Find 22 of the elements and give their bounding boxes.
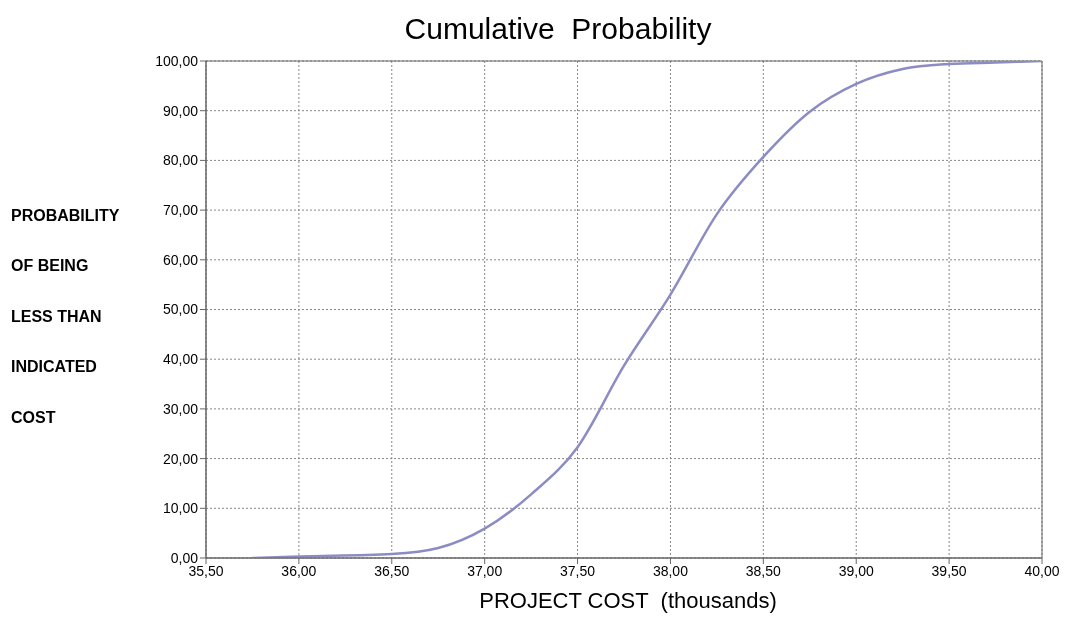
y-tick-label: 100,00	[155, 52, 199, 69]
x-tick-label: 36,00	[281, 562, 317, 579]
x-tick-label: 37,50	[560, 562, 596, 579]
y-tick-label: 80,00	[162, 152, 199, 169]
y-tick-label: 30,00	[162, 400, 199, 417]
chart-title: Cumulative Probability	[403, 12, 713, 46]
x-tick-label: 38,50	[745, 562, 782, 579]
x-tick-label: 36,50	[374, 562, 410, 579]
x-tick-label: 37,00	[467, 562, 503, 579]
y-tick-label: 10,00	[162, 500, 199, 517]
y-tick-label: 20,00	[162, 450, 199, 467]
y-tick-label: 60,00	[162, 251, 199, 268]
text: PROBABILITY OF BEING LESS THAN INDICATED COST	[11, 207, 120, 426]
y-tick-label: 50,00	[162, 301, 199, 318]
x-tick-label: 38,00	[652, 562, 689, 579]
x-tick-label: 39,00	[838, 562, 874, 579]
x-tick-label: 39,50	[931, 562, 967, 579]
x-axis-title: PROJECT COST (thousands)	[478, 588, 778, 614]
x-tick-label: 40,00	[1024, 562, 1060, 579]
y-tick-label: 40,00	[162, 351, 199, 368]
y-tick-label: 90,00	[162, 102, 199, 119]
y-tick-label: 70,00	[162, 202, 199, 219]
